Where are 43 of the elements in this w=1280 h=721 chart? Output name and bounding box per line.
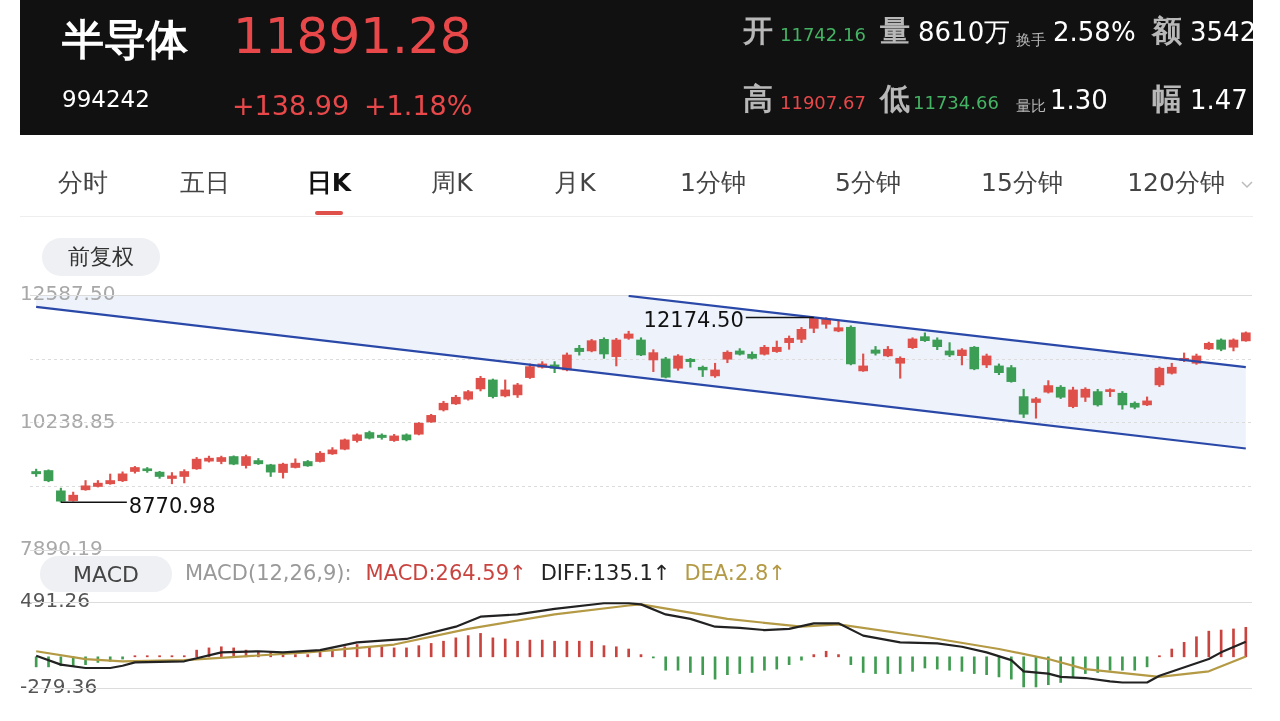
chart-subtitle: MACD(12,26,9): [185,561,352,585]
text: 15分钟 [980,167,1064,199]
text: 开 [743,13,773,49]
series-label: DIFF:135.1↑ [540,561,671,585]
text: MACD:264.59↑ [365,561,527,585]
annotation: 8770.98 [128,493,216,518]
text: 994242 [62,86,150,112]
y-tick-label: 10238.85 [20,408,116,433]
text: 1.47 [1190,85,1248,116]
text: 2.58% [1053,17,1136,48]
y-tick-label: 491.26 [20,588,90,613]
text: 1.30 [1050,85,1108,116]
text: 5分钟 [834,167,902,199]
text: 11734.66 [913,92,999,114]
series-label: DEA:2.8↑ [684,561,786,585]
text: 11742.16 [780,24,866,46]
text: 11891.28 [233,7,472,66]
annotation: 12174.50 [643,307,744,332]
text: 前复权 [42,238,160,276]
text: 日K [305,167,353,199]
text: 月K [553,167,597,199]
text: 五日 [179,167,231,199]
text: +1.18% [364,90,473,122]
text: 低 [880,81,910,117]
text: 分时 [57,167,109,199]
text: +138.99 [232,90,350,122]
text: 高 [743,81,773,117]
text: 换手 [1016,31,1046,50]
text: 8610万 [918,17,1011,48]
text: 量 [880,13,910,49]
text: 3542 [1190,17,1257,48]
text: 周K [430,167,474,199]
y-tick-label: -279.36 [20,674,98,699]
y-tick-label: 12587.50 [20,281,116,306]
y-tick-label: 7890.19 [20,536,103,561]
text: 120分钟 [1126,167,1226,199]
text: 11907.67 [780,92,866,114]
chart-title: MACD [73,561,139,587]
text: 额 [1152,13,1182,49]
text: 量比 [1016,97,1046,116]
text: 1分钟 [679,167,747,199]
text: 半导体 [62,14,188,66]
text: 幅 [1152,81,1182,117]
